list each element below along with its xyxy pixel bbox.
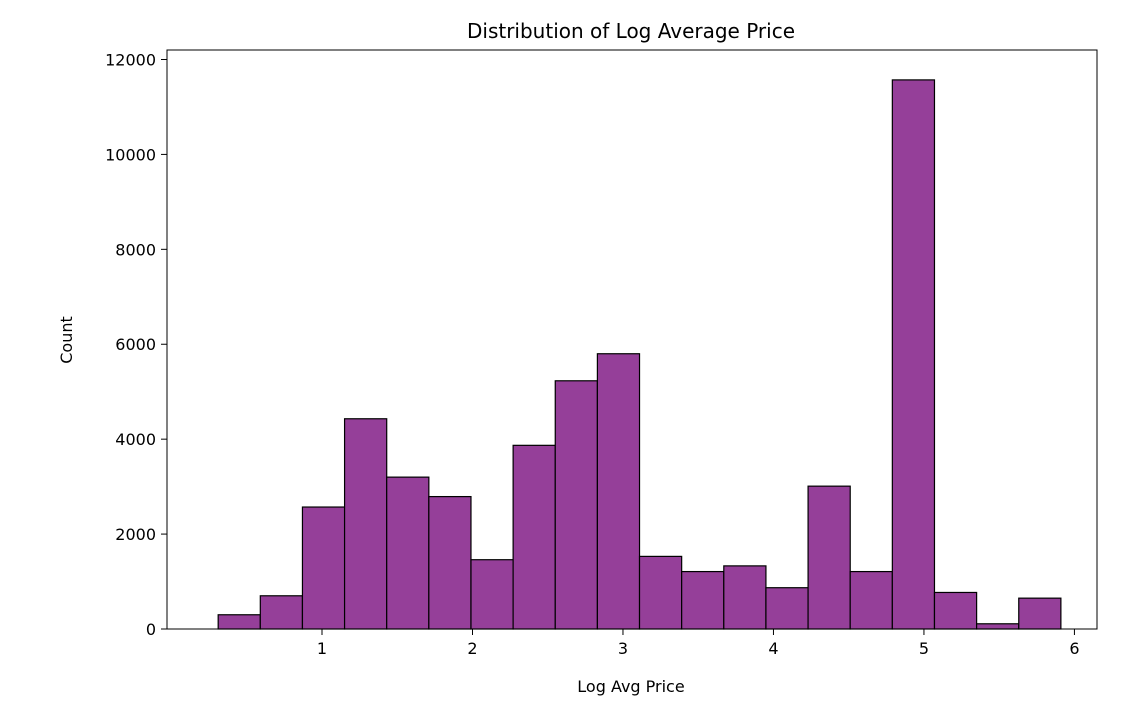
y-axis-ticks: 0 2000 4000 6000 8000 10000 12000 (105, 50, 167, 639)
y-tick-label: 12000 (105, 50, 156, 69)
histogram-bar (217, 614, 261, 630)
x-axis-ticks: 1 2 3 4 5 6 (317, 629, 1080, 658)
x-tick-label: 2 (467, 639, 477, 658)
x-tick-label: 6 (1069, 639, 1079, 658)
chart-title: Distribution of Log Average Price (467, 19, 795, 43)
histogram-bar (259, 595, 304, 630)
x-axis-label: Log Avg Price (577, 677, 684, 696)
histogram-bar (512, 444, 556, 630)
x-tick-label: 4 (768, 639, 778, 658)
histogram-bar (933, 591, 978, 630)
histogram-bar (470, 559, 514, 630)
y-tick-label: 0 (146, 620, 156, 639)
y-tick-label: 4000 (115, 430, 156, 449)
x-tick-label: 1 (317, 639, 327, 658)
histogram-bar (428, 495, 472, 630)
plot-frame (166, 49, 1098, 630)
histogram-bar (891, 79, 936, 630)
x-tick-label: 3 (618, 639, 628, 658)
y-axis-label: Count (57, 316, 76, 364)
histogram-bar (807, 485, 851, 630)
histogram-bar (723, 565, 767, 630)
histogram-bar (681, 570, 725, 630)
bars-group (217, 79, 1062, 630)
histogram-bar (976, 623, 1020, 630)
histogram-bar (343, 418, 388, 630)
histogram-bar (596, 353, 641, 630)
y-tick-label: 2000 (115, 525, 156, 544)
x-tick-label: 5 (919, 639, 929, 658)
histogram-bar (1018, 597, 1062, 630)
histogram-bar (301, 506, 346, 630)
histogram-bar (554, 380, 598, 630)
histogram-bar (849, 570, 893, 630)
y-tick-label: 8000 (115, 240, 156, 259)
histogram-bar (386, 476, 430, 630)
y-tick-label: 10000 (105, 145, 156, 164)
histogram-bar (638, 555, 683, 630)
y-tick-label: 6000 (115, 335, 156, 354)
histogram-bar (765, 587, 809, 630)
